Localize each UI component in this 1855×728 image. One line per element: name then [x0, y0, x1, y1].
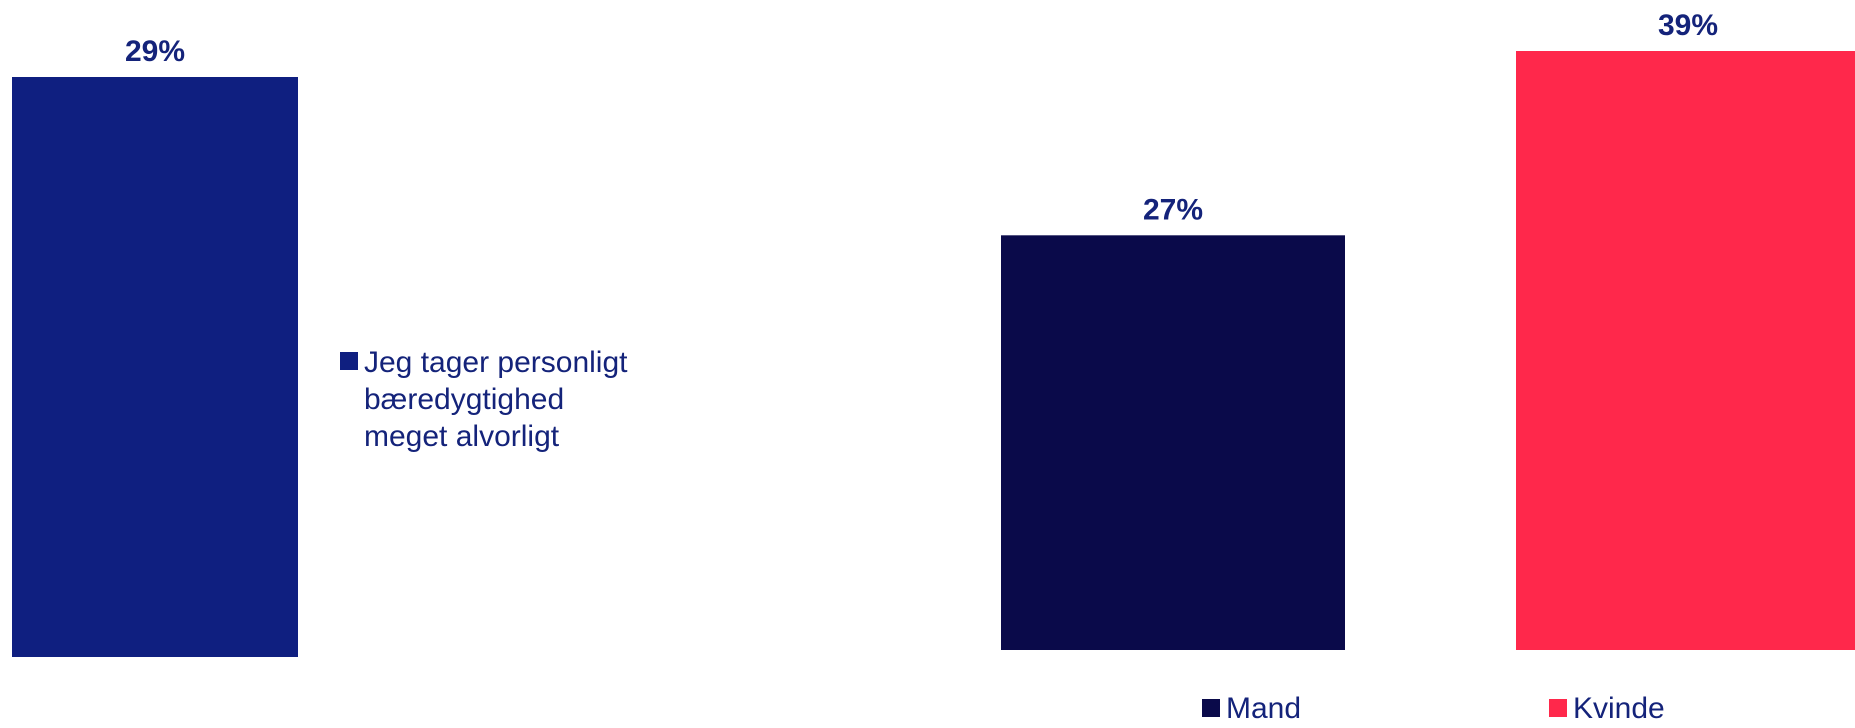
bar-overall [12, 77, 298, 657]
chart-by-gender: 27% Mand 39% Kvinde [1001, 9, 1855, 725]
bar-mand [1001, 235, 1345, 651]
bar-kvinde [1516, 51, 1855, 650]
legend-label-overall: Jeg tager personligt bæredygtighed meget a… [364, 346, 628, 453]
value-label-mand: 27% [1143, 193, 1203, 226]
legend-swatch-mand [1202, 699, 1220, 717]
legend-label-mand: Mand [1226, 692, 1301, 725]
value-label-overall: 29% [125, 35, 185, 68]
legend-swatch-kvinde [1549, 699, 1567, 717]
value-label-kvinde: 39% [1658, 9, 1718, 42]
legend-label-kvinde: Kvinde [1573, 692, 1665, 725]
legend-swatch-overall [340, 352, 358, 370]
chart-overall: 29% Jeg tager personligt bæredygtighed mege… [12, 35, 628, 657]
